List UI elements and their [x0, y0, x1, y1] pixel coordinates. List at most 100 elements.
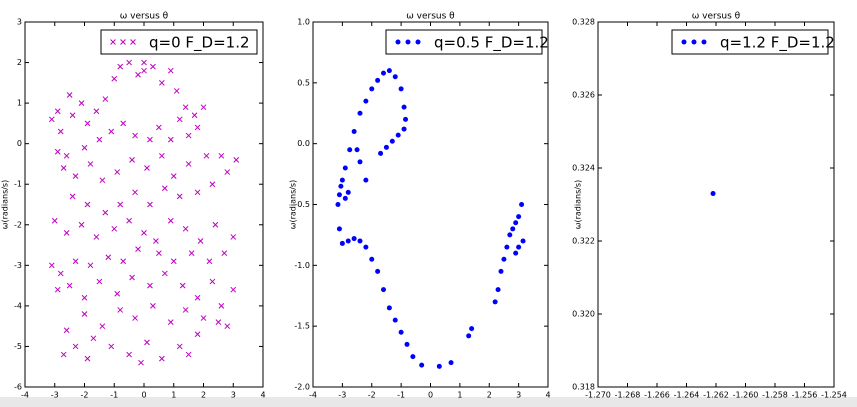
point [57, 270, 64, 277]
point [378, 150, 384, 156]
point [132, 132, 138, 139]
point [173, 88, 180, 94]
x-tick-label: -1 [397, 391, 405, 400]
point [93, 108, 100, 115]
x-tick-label: -3 [51, 391, 59, 400]
point [401, 104, 407, 110]
point [117, 63, 124, 70]
y-tick-label: -1 [14, 180, 22, 189]
point [57, 128, 64, 135]
point [381, 70, 386, 76]
point [395, 132, 401, 138]
x-tick-label: 2 [487, 391, 492, 400]
x-tick-label: -1.268 [615, 391, 641, 400]
y-tick-label: -5 [14, 342, 22, 351]
point [233, 157, 240, 163]
point [63, 327, 70, 334]
y-tick-label: -6 [14, 383, 22, 392]
x-tick-label: -1.254 [821, 391, 847, 400]
point [84, 201, 91, 208]
point [375, 77, 381, 83]
point [398, 329, 404, 335]
point [203, 152, 210, 159]
point [141, 67, 147, 74]
point [63, 152, 70, 159]
point [230, 286, 237, 293]
legend-box [100, 29, 258, 55]
point [176, 343, 183, 350]
point [469, 326, 475, 332]
point [185, 161, 192, 167]
point [84, 120, 91, 127]
point [126, 351, 132, 358]
point [404, 341, 410, 347]
point [102, 209, 109, 216]
point [54, 148, 61, 155]
point [69, 112, 76, 119]
point [363, 244, 369, 250]
point [351, 129, 357, 134]
x-tick-label: 0 [428, 391, 433, 400]
point [120, 258, 127, 265]
point [339, 177, 345, 183]
point [188, 250, 195, 257]
point [492, 299, 498, 305]
point [147, 136, 153, 143]
chart-title: ω versus θ [692, 12, 741, 22]
point [513, 250, 519, 256]
point [158, 355, 165, 362]
point [170, 258, 177, 265]
point [194, 189, 201, 196]
x-tick-label: -1.270 [585, 391, 611, 400]
x-tick-label: 1 [457, 391, 462, 400]
point [144, 339, 150, 346]
point [72, 173, 79, 179]
axes-frame [24, 21, 264, 388]
point [345, 189, 351, 195]
legend-marker [691, 39, 697, 45]
point [179, 282, 186, 289]
chart-title: ω versus θ [406, 12, 455, 22]
y-tick-label: 0.0 [297, 139, 310, 148]
point [96, 136, 103, 143]
point [354, 147, 360, 153]
point [194, 294, 201, 301]
point [357, 110, 363, 116]
point [401, 126, 407, 132]
y-tick-label: 0.328 [572, 18, 595, 27]
point [48, 262, 55, 269]
point [342, 165, 348, 171]
legend-marker [110, 39, 116, 45]
legend-box [385, 29, 543, 55]
y-axis-label: ω(radians/s) [574, 180, 583, 229]
point [215, 319, 222, 325]
point [135, 71, 141, 78]
x-tick-label: -1.262 [703, 391, 729, 400]
point [156, 124, 162, 131]
point [87, 262, 94, 269]
point [132, 315, 138, 321]
legend-marker [395, 39, 401, 45]
point [221, 250, 228, 257]
y-tick-label: 0.324 [572, 164, 595, 173]
point [710, 191, 716, 197]
x-tick-label: -1.256 [792, 391, 818, 400]
x-tick-label: 3 [231, 391, 236, 400]
point [129, 157, 135, 163]
point [72, 258, 79, 265]
y-tick-label: 0.326 [572, 91, 595, 100]
point [102, 96, 109, 102]
y-tick-label: 0.322 [572, 237, 595, 246]
point [167, 67, 174, 74]
point [99, 323, 106, 330]
point [84, 355, 91, 362]
x-tick-label: -3 [338, 391, 346, 400]
point [161, 185, 168, 192]
x-tick-label: -4 [309, 391, 317, 400]
point [369, 256, 375, 262]
point [182, 307, 189, 313]
point [335, 202, 341, 207]
chart-title: ω versus θ [120, 12, 169, 22]
point [111, 75, 118, 82]
